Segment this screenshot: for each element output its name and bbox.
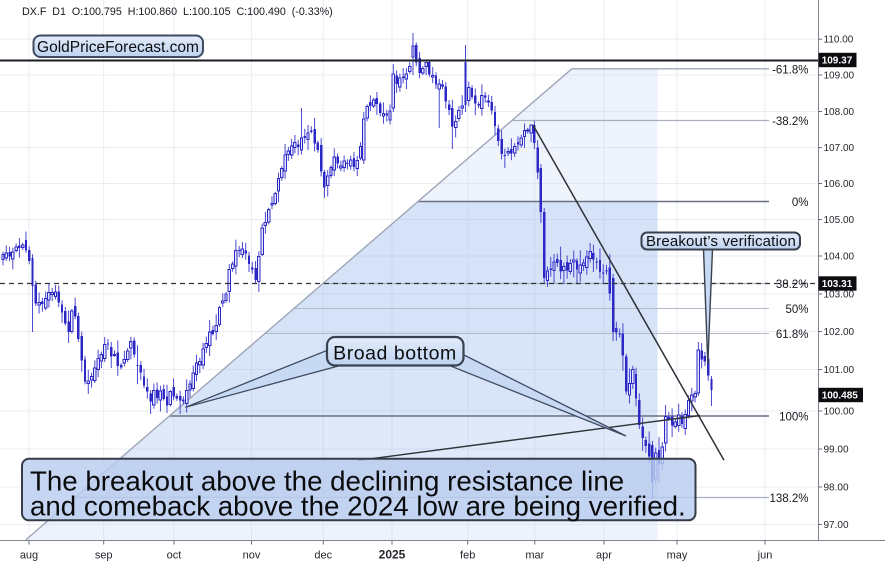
svg-text:100%: 100% <box>779 412 808 424</box>
svg-text:108.00: 108.00 <box>824 107 855 118</box>
svg-text:may: may <box>667 550 688 562</box>
svg-text:nov: nov <box>243 550 261 562</box>
svg-text:61.8%: 61.8% <box>776 329 809 341</box>
svg-text:feb: feb <box>460 550 475 562</box>
svg-text:100.485: 100.485 <box>822 391 859 402</box>
svg-text:107.00: 107.00 <box>824 143 855 154</box>
svg-text:Broad bottom: Broad bottom <box>333 343 457 365</box>
svg-text:2025: 2025 <box>379 548 406 562</box>
svg-text:sep: sep <box>95 550 113 562</box>
svg-text:and comeback above the 2024 lo: and comeback above the 2024 low are bein… <box>30 490 686 521</box>
svg-text:103.00: 103.00 <box>824 290 855 301</box>
svg-text:mar: mar <box>525 550 544 562</box>
svg-text:50%: 50% <box>785 304 808 316</box>
svg-text:100.00: 100.00 <box>824 407 855 418</box>
svg-text:110.00: 110.00 <box>824 35 854 46</box>
svg-text:109.00: 109.00 <box>824 71 855 82</box>
svg-text:99.00: 99.00 <box>824 445 849 456</box>
svg-text:The breakout above the declini: The breakout above the declining resista… <box>30 466 624 497</box>
svg-text:98.00: 98.00 <box>824 483 849 494</box>
svg-text:38.2%: 38.2% <box>776 279 809 291</box>
svg-text:109.37: 109.37 <box>822 56 853 67</box>
svg-text:dec: dec <box>314 550 332 562</box>
svg-text:apr: apr <box>596 550 612 562</box>
svg-text:GoldPriceForecast.com: GoldPriceForecast.com <box>37 39 199 56</box>
svg-text:103.31: 103.31 <box>822 279 853 290</box>
svg-text:oct: oct <box>167 550 182 562</box>
svg-text:102.00: 102.00 <box>824 327 855 338</box>
svg-text:DX.F D1 O:100.795 H:100.860: DX.F D1 O:100.795 H:100.860 L:100.105 C:… <box>22 6 333 18</box>
svg-text:101.00: 101.00 <box>824 365 855 376</box>
svg-text:aug: aug <box>20 550 38 562</box>
svg-text:106.00: 106.00 <box>824 179 855 190</box>
svg-text:105.00: 105.00 <box>824 215 855 226</box>
svg-text:-61.8%: -61.8% <box>772 64 808 76</box>
svg-text:Breakout’s verification: Breakout’s verification <box>646 233 796 250</box>
svg-text:97.00: 97.00 <box>824 520 849 531</box>
svg-text:0%: 0% <box>792 197 809 209</box>
svg-text:-38.2%: -38.2% <box>772 116 808 128</box>
svg-text:138.2%: 138.2% <box>769 493 808 505</box>
svg-text:jun: jun <box>757 550 773 562</box>
svg-text:104.00: 104.00 <box>824 252 855 263</box>
